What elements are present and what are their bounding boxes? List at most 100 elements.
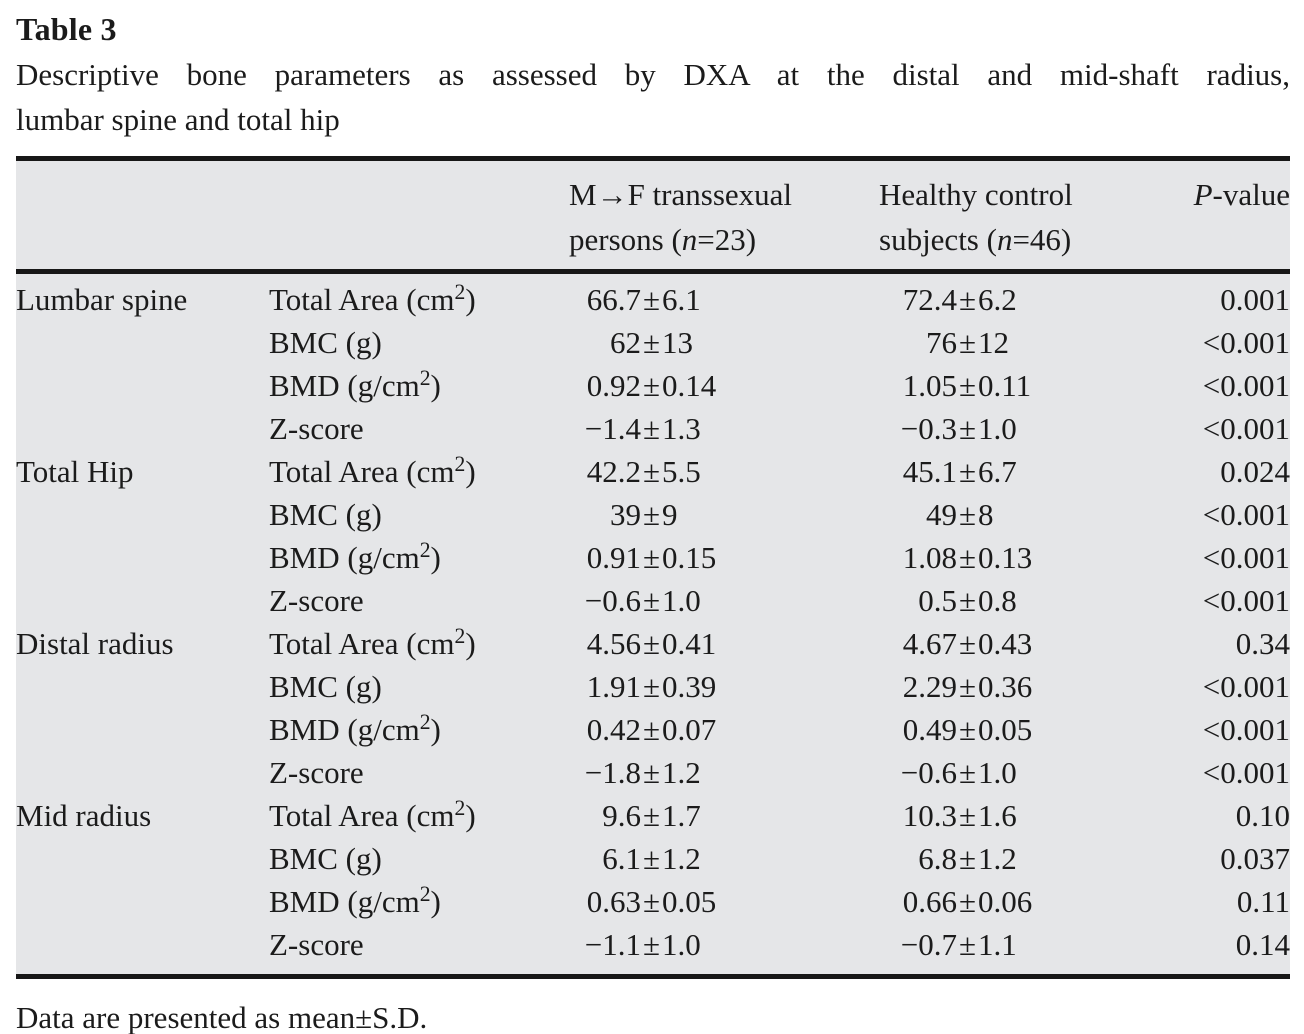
parameter-label: BMC (g) [269, 669, 382, 704]
mf-value-cell: 66.7±6.1 [586, 282, 701, 317]
row-group-label [16, 579, 269, 622]
plus-minus-sign: ± [643, 626, 661, 661]
plus-minus-sign: ± [959, 411, 977, 446]
parameter-label: Z-score [269, 755, 364, 790]
header-empty-parameter-cell [269, 172, 569, 262]
hc-value-cell: 10.3±1.6 [902, 798, 1017, 833]
plus-minus-sign: ± [643, 669, 661, 704]
p-value-cell: <0.001 [1202, 755, 1290, 790]
mf-value-cell: 4.56±0.41 [586, 626, 717, 661]
header-hc-line2: subjects (n=46) [879, 222, 1072, 257]
plus-minus-sign: ± [959, 497, 977, 532]
parameter-label: BMD (g/cm2) [269, 366, 441, 403]
mf-value-cell: −0.6±1.0 [584, 583, 701, 618]
caption-line-1: Descriptive bone parameters as assessed … [16, 57, 1290, 92]
table-header-rule [16, 269, 1290, 274]
parameter-label: Total Area (cm2) [269, 452, 476, 489]
row-group-label [16, 923, 269, 966]
row-group-label: Distal radius [16, 626, 174, 661]
plus-minus-sign: ± [959, 884, 977, 919]
table-row: Distal radius Total Area (cm2) 4.56±0.41 4.… [16, 622, 1290, 665]
header-mf-line2: persons (n=23) [569, 222, 757, 257]
table-row: BMD (g/cm2) 0.42±0.07 0.49±0.05 <0.001 [16, 708, 1290, 751]
parameter-label: BMC (g) [269, 325, 382, 360]
plus-minus-sign: ± [959, 583, 977, 618]
parameter-label: BMC (g) [269, 497, 382, 532]
hc-value-cell: 0.5±0.8 [918, 583, 1017, 618]
superscript-2: 2 [454, 280, 466, 305]
table-number-label: Table 3 [16, 11, 117, 47]
hc-value-cell: 1.05±0.11 [902, 368, 1032, 403]
italic-p: P [1193, 177, 1213, 212]
p-value-cell: 0.024 [1220, 454, 1290, 489]
row-group-label [16, 880, 269, 923]
hc-value-cell: 4.67±0.43 [902, 626, 1033, 661]
parameter-label: BMD (g/cm2) [269, 882, 441, 919]
hc-value-cell: 45.1±6.7 [902, 454, 1017, 489]
row-group-label: Lumbar spine [16, 282, 188, 317]
mf-value-cell: 62±13 [610, 325, 694, 360]
p-value-cell: 0.34 [1235, 626, 1290, 661]
p-value-cell: <0.001 [1202, 325, 1290, 360]
superscript-2: 2 [454, 624, 466, 649]
table-footnote: Data are presented as mean±S.D. [16, 1000, 428, 1034]
row-group-label [16, 536, 269, 579]
parameter-label: Z-score [269, 583, 364, 618]
superscript-2: 2 [454, 452, 466, 477]
p-value-cell: <0.001 [1202, 411, 1290, 446]
mf-value-cell: −1.1±1.0 [584, 927, 701, 962]
superscript-2: 2 [419, 882, 431, 907]
table-row: Z-score −1.8±1.2 −0.6±1.0 <0.001 [16, 751, 1290, 794]
table-row: Lumbar spine Total Area (cm2) 66.7±6.1 72.4… [16, 278, 1290, 321]
plus-minus-sign: ± [959, 669, 977, 704]
table-row: BMC (g) 39±9 49±8 <0.001 [16, 493, 1290, 536]
mf-value-cell: 0.92±0.14 [586, 368, 717, 403]
parameter-label: Z-score [269, 927, 364, 962]
row-group-label [16, 493, 269, 536]
plus-minus-sign: ± [959, 540, 977, 575]
row-group-label [16, 364, 269, 407]
mf-value-cell: 1.91±0.39 [586, 669, 717, 704]
superscript-2: 2 [419, 710, 431, 735]
table-row: BMC (g) 6.1±1.2 6.8±1.2 0.037 [16, 837, 1290, 880]
caption-line-2: lumbar spine and total hip [16, 102, 340, 137]
row-group-label [16, 837, 269, 880]
hc-value-cell: 2.29±0.36 [902, 669, 1033, 704]
parameter-label: BMD (g/cm2) [269, 710, 441, 747]
p-value-cell: <0.001 [1202, 540, 1290, 575]
row-group-label [16, 708, 269, 751]
plus-minus-sign: ± [959, 841, 977, 876]
superscript-2: 2 [419, 366, 431, 391]
plus-minus-sign: ± [643, 927, 661, 962]
header-empty-group-cell [16, 172, 269, 262]
p-value-cell: <0.001 [1202, 583, 1290, 618]
row-group-label: Total Hip [16, 454, 134, 489]
hc-value-cell: −0.3±1.0 [900, 411, 1017, 446]
p-value-cell: <0.001 [1202, 497, 1290, 532]
table-row: Z-score −1.4±1.3 −0.3±1.0 <0.001 [16, 407, 1290, 450]
table-body: Lumbar spine Total Area (cm2) 66.7±6.1 72.4… [16, 274, 1290, 974]
data-table: M→F transsexual persons (n=23) Healthy c… [16, 156, 1290, 979]
plus-minus-sign: ± [643, 755, 661, 790]
p-value-cell: 0.10 [1235, 798, 1290, 833]
parameter-label: Total Area (cm2) [269, 624, 476, 661]
table-row: BMD (g/cm2) 0.92±0.14 1.05±0.11 <0.001 [16, 364, 1290, 407]
plus-minus-sign: ± [959, 282, 977, 317]
plus-minus-sign: ± [959, 325, 977, 360]
hc-value-cell: −0.6±1.0 [900, 755, 1017, 790]
table-row: BMD (g/cm2) 0.91±0.15 1.08±0.13 <0.001 [16, 536, 1290, 579]
header-p-value-cell: P-value [1193, 177, 1290, 212]
hc-value-cell: 72.4±6.2 [902, 282, 1017, 317]
mf-value-cell: 0.63±0.05 [586, 884, 717, 919]
p-value-cell: <0.001 [1202, 712, 1290, 747]
hc-value-cell: 49±8 [926, 497, 994, 532]
mf-value-cell: 0.42±0.07 [586, 712, 717, 747]
superscript-2: 2 [454, 796, 466, 821]
table-row: Mid radius Total Area (cm2) 9.6±1.7 10.3±1.… [16, 794, 1290, 837]
p-value-cell: 0.037 [1220, 841, 1290, 876]
table-caption: Descriptive bone parameters as assessed … [16, 52, 1290, 142]
plus-minus-sign: ± [643, 368, 661, 403]
mf-value-cell: 9.6±1.7 [602, 798, 701, 833]
plus-minus-sign: ± [643, 712, 661, 747]
superscript-2: 2 [419, 538, 431, 563]
